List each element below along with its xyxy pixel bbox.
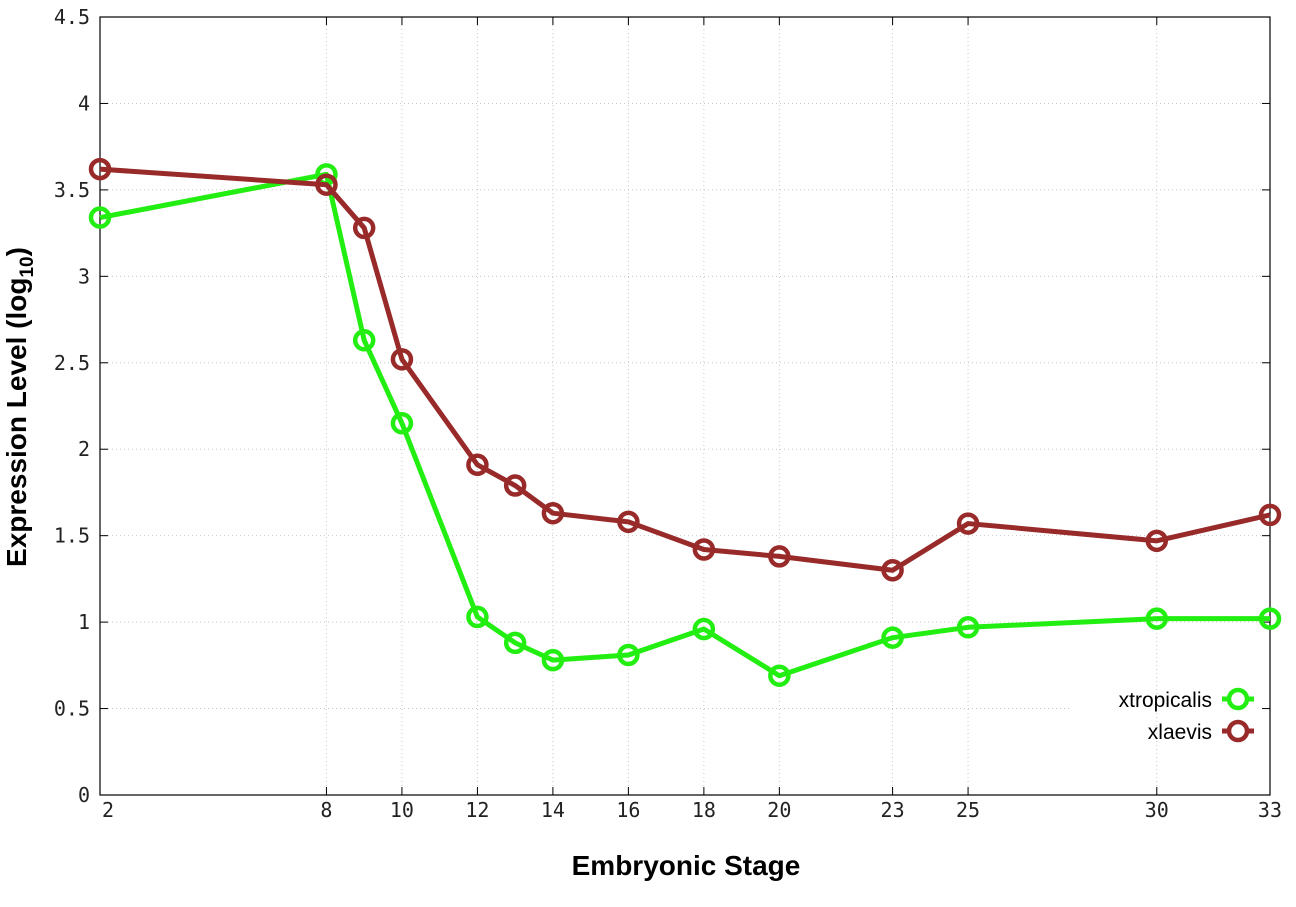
series-layer: [88, 157, 1282, 687]
data-point-xtropicalis: [692, 617, 716, 641]
data-point-xtropicalis: [88, 206, 112, 229]
data-point-xtropicalis: [956, 616, 980, 639]
x-tick-label: 10: [390, 798, 414, 822]
data-point-xtropicalis: [390, 412, 414, 435]
y-axis-title: Expression Level (log10): [1, 247, 38, 567]
y-tick-label: 4.5: [54, 5, 90, 29]
y-tick-label: 0: [78, 783, 90, 807]
data-point-xlaevis: [88, 157, 112, 181]
data-point-xtropicalis: [1258, 607, 1282, 630]
y-tick-label: 0.5: [54, 697, 90, 721]
y-axis-title-close: ): [1, 247, 32, 256]
legend-label-xlaevis: xlaevis: [1148, 721, 1212, 744]
x-tick-label: 18: [692, 798, 716, 822]
y-axis-title-main: Expression Level (log: [1, 278, 32, 567]
data-point-xlaevis: [503, 474, 527, 497]
x-tick-label: 14: [541, 798, 565, 822]
data-point-xlaevis: [692, 538, 716, 561]
legend: xtropicalis xlaevis: [1119, 687, 1254, 744]
y-tick-label: 4: [78, 91, 90, 115]
data-point-xlaevis: [1258, 503, 1282, 527]
x-tick-label: 30: [1145, 798, 1169, 822]
x-axis-title: Embryonic Stage: [572, 850, 801, 881]
series-line-xlaevis: [99, 166, 1271, 573]
data-point-xlaevis: [1145, 529, 1169, 553]
data-point-xtropicalis: [881, 626, 904, 649]
axes: 0 0.5 1 1.5 2 2.5 3 3.5 4 4.5 2 8 10 12 14 16 18 20 23 25 30…: [54, 5, 1282, 822]
data-point-xtropicalis: [1145, 607, 1169, 630]
y-tick-label: 2.5: [54, 351, 90, 375]
y-tick-label: 1: [78, 610, 90, 634]
data-point-xlaevis: [541, 501, 565, 525]
legend-marker-xlaevis: [1226, 719, 1250, 743]
x-tick-label: 25: [956, 798, 980, 822]
y-tick-label: 1.5: [54, 524, 90, 548]
x-tick-label: 20: [767, 798, 791, 822]
data-point-xlaevis: [768, 545, 791, 568]
data-point-xlaevis: [315, 173, 338, 196]
data-point-xtropicalis: [466, 605, 489, 629]
data-point-xlaevis: [956, 512, 980, 535]
x-tick-label: 16: [616, 798, 640, 822]
x-tick-label: 23: [881, 798, 905, 822]
y-axis-title-subscript: 10: [17, 256, 38, 277]
data-point-xlaevis: [881, 558, 904, 582]
x-tick-label: 8: [320, 798, 332, 822]
x-tick-label: 2: [102, 798, 114, 822]
plot-border: [99, 16, 1271, 796]
series-xlaevis: [88, 157, 1282, 582]
data-point-xtropicalis: [617, 643, 640, 667]
legend-marker-xtropicalis: [1226, 687, 1250, 711]
x-tick-label: 12: [465, 798, 489, 822]
data-point-xlaevis: [390, 348, 414, 371]
data-point-xtropicalis: [352, 329, 376, 352]
legend-label-xtropicalis: xtropicalis: [1119, 689, 1212, 712]
y-tick-label: 3: [78, 264, 90, 288]
series-xtropicalis: [88, 163, 1282, 687]
y-tick-label: 2: [78, 437, 90, 461]
x-tick-label: 33: [1258, 798, 1282, 822]
axis-titles: Embryonic Stage Expression Level (log10): [1, 247, 800, 881]
series-line-xtropicalis: [99, 171, 1270, 679]
data-point-xlaevis: [352, 216, 376, 240]
y-tick-label: 3.5: [54, 178, 90, 202]
data-point-xlaevis: [466, 453, 489, 477]
data-point-xlaevis: [617, 510, 640, 534]
data-point-xtropicalis: [768, 664, 791, 687]
data-point-xtropicalis: [503, 631, 527, 655]
data-point-xtropicalis: [541, 648, 565, 672]
